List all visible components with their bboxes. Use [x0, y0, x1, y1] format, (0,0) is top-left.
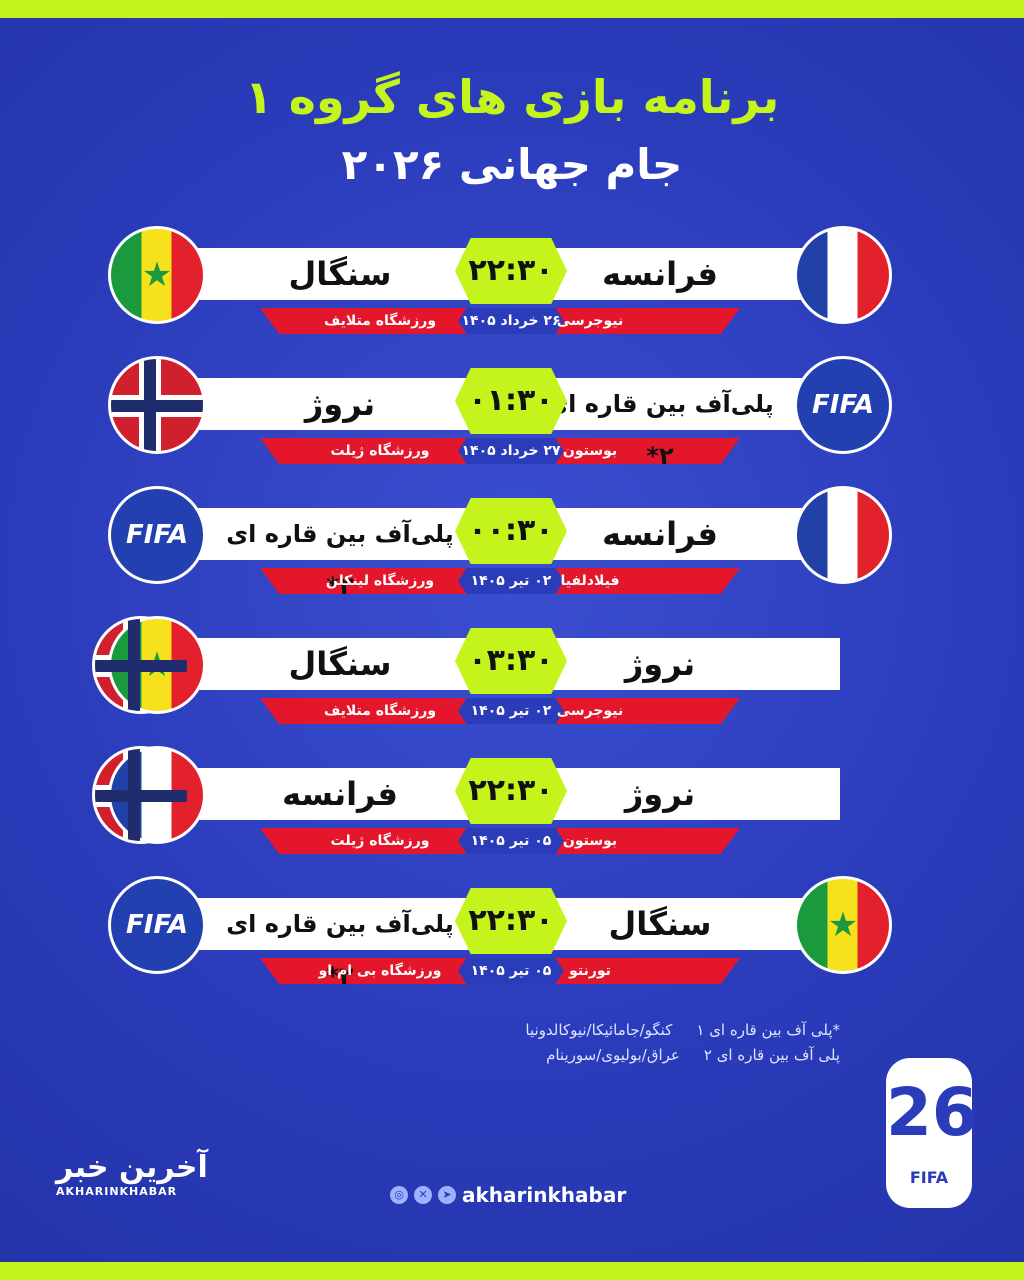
away-team: پلی‌آف بین قاره ای ۲*	[226, 910, 454, 990]
away-team: پلی‌آف بین قاره ای ۲*	[226, 520, 454, 600]
home-team: سنگال	[608, 905, 712, 943]
match-row: سنگال پلی‌آف بین قاره ای ۲* ۲۲:۳۰ ۰۵ تیر…	[100, 876, 900, 990]
france-flag-icon	[794, 486, 892, 584]
home-team: پلی‌آف بین قاره ای ۲*	[546, 390, 774, 470]
match-city: بوستون	[562, 833, 618, 849]
match-city: نیوجرسی	[556, 313, 624, 329]
away-team: فرانسه	[282, 775, 398, 813]
match-time: ۰۳:۳۰	[455, 628, 567, 694]
match-venue: ورزشگاه متلایف	[323, 703, 437, 719]
match-time: ۲۲:۳۰	[455, 758, 567, 824]
page-subtitle: جام جهانی ۲۰۲۶	[341, 140, 683, 189]
home-team: فرانسه	[602, 515, 718, 553]
france-flag-icon	[794, 226, 892, 324]
match-date: ۰۵ تیر ۱۴۰۵	[458, 958, 564, 984]
home-team: نروژ	[624, 775, 696, 813]
telegram-icon[interactable]: ➤	[438, 1186, 456, 1204]
match-row: نروژ فرانسه ۲۲:۳۰ ۰۵ تیر ۱۴۰۵ بوستون ورز…	[92, 746, 900, 858]
match-city: تورنتو	[569, 963, 611, 979]
match-row: فرانسه سنگال ۲۲:۳۰ ۲۶ خرداد ۱۴۰۵ نیوجرسی…	[100, 226, 900, 338]
match-date: ۲۷ خرداد ۱۴۰۵	[458, 438, 564, 464]
social-links: ◎ ✕ ➤ akharinkhabar	[390, 1183, 626, 1207]
match-city: نیوجرسی	[556, 703, 624, 719]
match-date: ۰۵ تیر ۱۴۰۵	[458, 828, 564, 854]
match-row: نروژ سنگال ۰۳:۳۰ ۰۲ تیر ۱۴۰۵ نیوجرسی ورز…	[92, 616, 900, 728]
x-icon[interactable]: ✕	[414, 1186, 432, 1204]
home-team: نروژ	[624, 645, 696, 683]
match-time: ۲۲:۳۰	[455, 888, 567, 954]
match-date: ۲۶ خرداد ۱۴۰۵	[458, 308, 564, 334]
instagram-icon[interactable]: ◎	[390, 1186, 408, 1204]
fifa-flag-icon: FIFA	[108, 876, 206, 974]
bottom-strip	[0, 1262, 1024, 1280]
match-venue: ورزشگاه ژیلت	[330, 833, 430, 849]
match-row: فرانسه پلی‌آف بین قاره ای ۲* ۰۰:۳۰ ۰۲ تی…	[100, 486, 900, 600]
match-time: ۲۲:۳۰	[455, 238, 567, 304]
social-handle[interactable]: akharinkhabar	[462, 1183, 627, 1207]
match-row: پلی‌آف بین قاره ای ۲* نروژ ۰۱:۳۰ ۲۷ خردا…	[100, 356, 900, 470]
match-time: ۰۰:۳۰	[455, 498, 567, 564]
match-city: بوستون	[562, 443, 618, 459]
match-time: ۰۱:۳۰	[455, 368, 567, 434]
page-title: برنامه بازی های گروه ۱	[244, 70, 780, 124]
match-venue: ورزشگاه ژیلت	[330, 443, 430, 459]
match-venue: ورزشگاه لینکلن	[325, 573, 435, 589]
norway-flag-icon	[108, 356, 206, 454]
match-venue: ورزشگاه متلایف	[323, 313, 437, 329]
match-date: ۰۲ تیر ۱۴۰۵	[458, 698, 564, 724]
away-team: نروژ	[304, 385, 376, 423]
top-strip	[0, 0, 1024, 18]
senegal-flag-icon: ★	[108, 226, 206, 324]
footnote: پلی آف بین قاره ای ۲ عراق/بولیوی/سورینام	[546, 1046, 840, 1064]
fifa-flag-icon: FIFA	[108, 486, 206, 584]
match-date: ۰۲ تیر ۱۴۰۵	[458, 568, 564, 594]
brand-logo: آخرین خبر AKHARINKHABAR	[56, 1150, 208, 1198]
senegal-flag-icon: ★	[794, 876, 892, 974]
match-city: فیلادلفیا	[560, 573, 620, 589]
away-team: سنگال	[288, 645, 392, 683]
away-team: سنگال	[288, 255, 392, 293]
world-cup-2026-logo: 26 FIFA	[886, 1058, 978, 1208]
home-team: فرانسه	[602, 255, 718, 293]
fifa-flag-icon: FIFA	[794, 356, 892, 454]
footnotes: *پلی آف بین قاره ای ۱ کنگو/جامائیکا/نیوکا…	[440, 1018, 840, 1068]
match-venue: ورزشگاه بی ام او	[318, 963, 442, 979]
footnote: *پلی آف بین قاره ای ۱ کنگو/جامائیکا/نیوکا…	[525, 1021, 840, 1039]
